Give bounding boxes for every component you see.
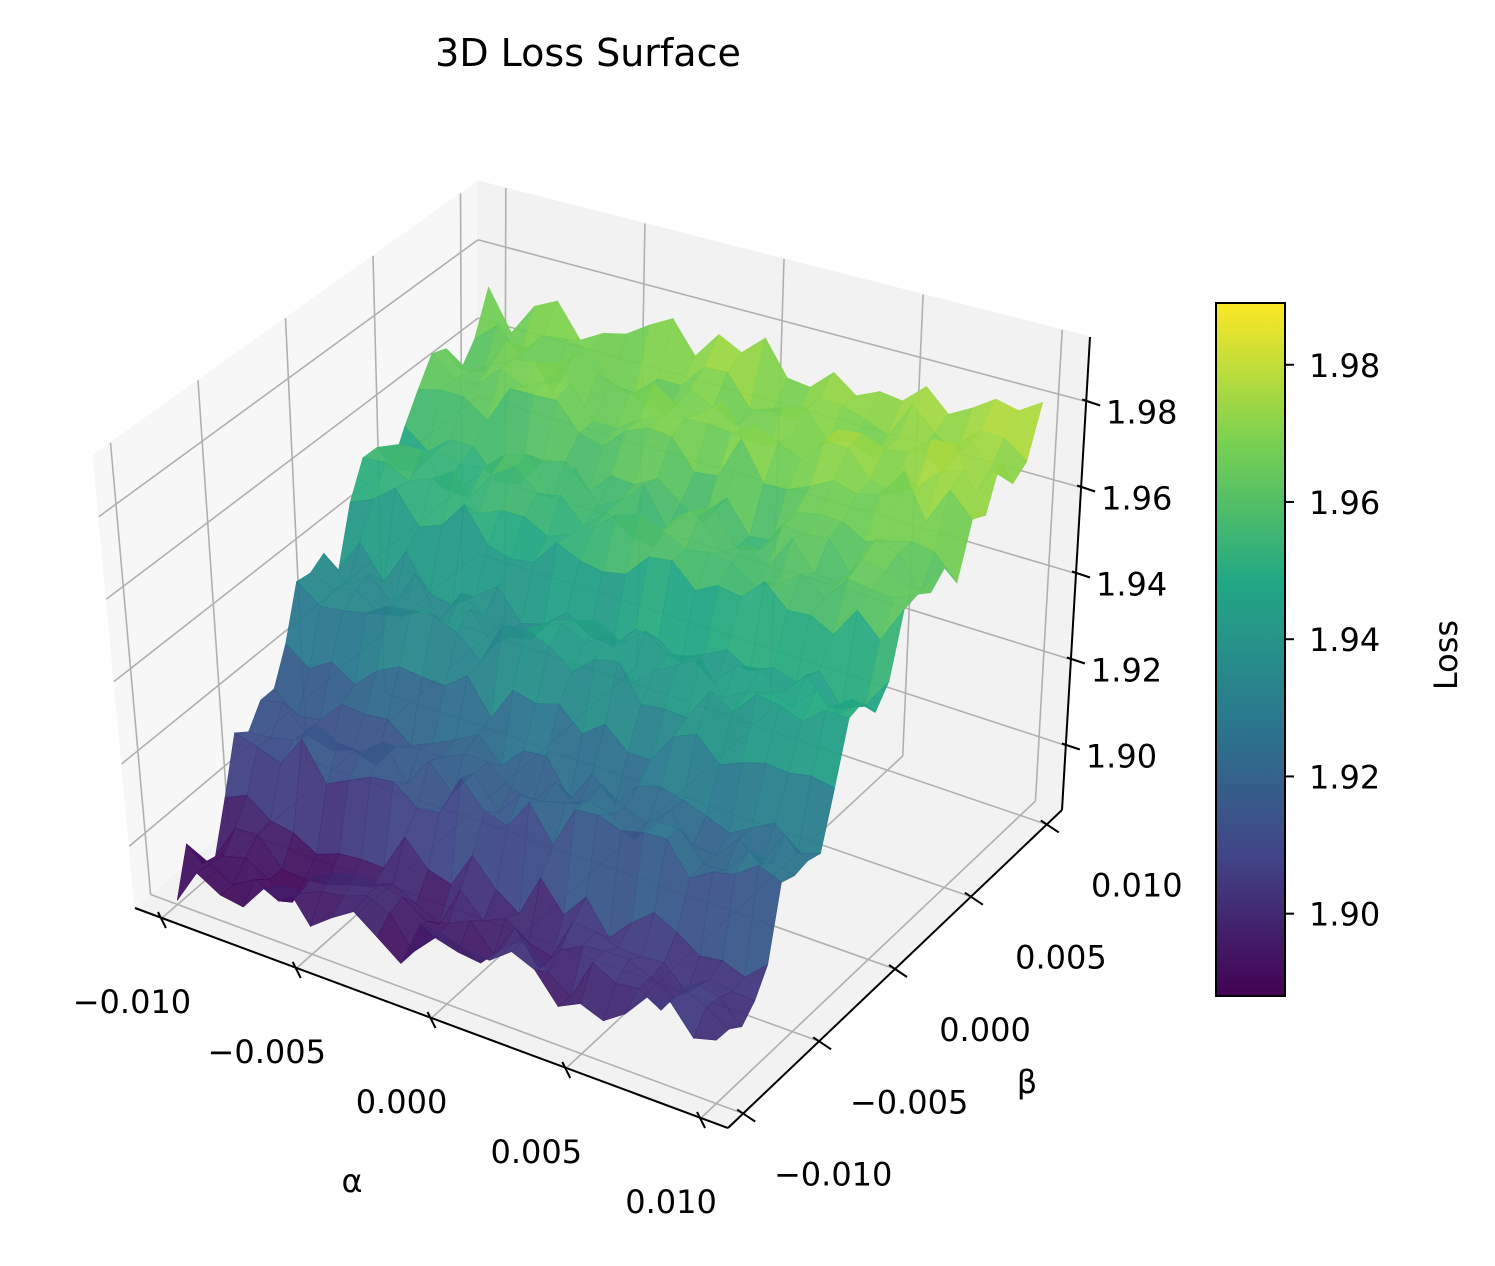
x-tick-2 <box>426 1011 437 1029</box>
z-tick-label-0: 1.90 <box>1086 738 1157 776</box>
colorbar-tick-label-4: 1.98 <box>1309 347 1380 385</box>
y-tick-1 <box>812 1036 832 1051</box>
x-tick-0 <box>157 911 167 929</box>
y-tick-2 <box>888 964 908 978</box>
y-tick-label-4: 0.010 <box>1091 866 1183 904</box>
z-grid-back-4 <box>477 238 1087 403</box>
x-axis-label: α <box>341 1162 362 1200</box>
x-tick-4 <box>696 1111 706 1129</box>
z-grid-left-3 <box>105 317 479 600</box>
y-grid-floor-0 <box>150 893 744 1115</box>
y-axis-label: β <box>1017 1063 1037 1101</box>
x-tick-label-0: −0.010 <box>73 983 191 1021</box>
colorbar-tick-label-0: 1.90 <box>1309 896 1380 934</box>
z-tick-label-2: 1.94 <box>1096 566 1167 604</box>
y-tick-4 <box>1040 819 1060 834</box>
z-tick-2 <box>1071 570 1091 579</box>
z-tick-3 <box>1076 484 1096 493</box>
z-tick-label-1: 1.92 <box>1091 652 1162 690</box>
y-tick-0 <box>736 1108 756 1123</box>
colorbar-gradient <box>1215 302 1286 997</box>
surface-patch <box>693 1006 730 1041</box>
y-tick-label-3: 0.005 <box>1015 939 1107 977</box>
colorbar-tick-label-1: 1.92 <box>1309 758 1380 796</box>
x-tick-1 <box>291 961 302 979</box>
colorbar-tick-label-3: 1.96 <box>1309 484 1380 522</box>
x-tick-label-1: −0.005 <box>208 1033 326 1071</box>
x-tick-3 <box>561 1061 572 1079</box>
z-grid-left-4 <box>98 239 479 518</box>
x-tick-label-4: 0.010 <box>625 1183 717 1221</box>
y-tick-3 <box>964 891 984 906</box>
y-tick-label-1: −0.005 <box>850 1083 968 1121</box>
z-tick-4 <box>1081 398 1101 407</box>
y-tick-label-2: 0.000 <box>939 1011 1031 1049</box>
z-tick-1 <box>1066 656 1086 665</box>
colorbar: 1.90 1.92 1.94 1.96 1.98 <box>1215 302 1380 997</box>
colorbar-label: Loss <box>1427 620 1465 690</box>
x-tick-label-3: 0.005 <box>490 1133 582 1171</box>
chart-title: 3D Loss Surface <box>435 31 741 75</box>
y-tick-label-0: −0.010 <box>774 1156 892 1194</box>
z-tick-label-4: 1.98 <box>1106 394 1177 432</box>
axis-lines: −0.010 −0.005 0.000 0.005 0.010 −0.010 −0.005 0… <box>73 336 1183 1221</box>
x-tick-label-2: 0.000 <box>356 1083 448 1121</box>
z-tick-0 <box>1061 742 1081 751</box>
z-tick-label-3: 1.96 <box>1101 480 1172 518</box>
loss-surface <box>176 286 1044 1041</box>
colorbar-tick-label-2: 1.94 <box>1309 621 1380 659</box>
